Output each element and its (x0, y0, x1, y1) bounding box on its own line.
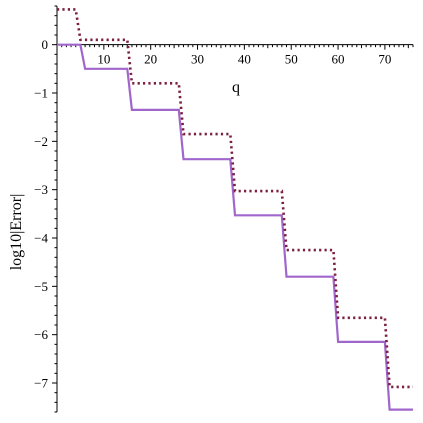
y-tick-label: −2 (34, 134, 48, 149)
series-layer (57, 8, 413, 411)
y-tick-label: −6 (34, 327, 48, 342)
x-tick-label: 50 (285, 52, 298, 67)
x-tick-label: 60 (332, 52, 345, 67)
x-tick-label: 10 (97, 52, 110, 67)
y-tick-label: −7 (34, 376, 48, 391)
solid-error-series (57, 43, 413, 411)
axes: 10 20 30 40 50 60 70 0 −1 −2 −3 −4 −5 −6 −7 (34, 5, 414, 413)
y-axis-label: log10|Error| (8, 194, 25, 271)
dotted-error-series (57, 8, 413, 389)
y-tick-label: −3 (34, 182, 48, 197)
y-tick-label: −5 (34, 279, 48, 294)
y-tick-label: −1 (34, 86, 48, 101)
x-tick-label: 20 (144, 52, 157, 67)
x-tick-label: 40 (238, 52, 251, 67)
y-tick-label: 0 (42, 37, 49, 52)
x-axis-label: q (232, 79, 240, 96)
x-tick-label: 70 (378, 52, 391, 67)
x-tick-label: 30 (191, 52, 204, 67)
y-tick-label: −4 (34, 231, 48, 246)
